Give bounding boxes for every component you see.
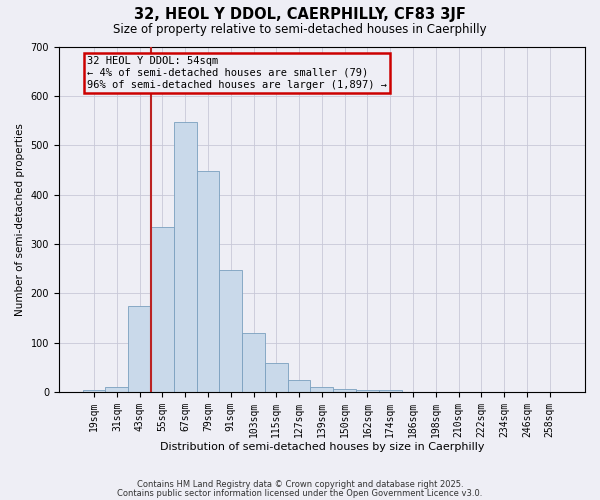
Bar (197, 172, 220, 392)
Bar (310, 387, 333, 392)
Bar (288, 380, 310, 392)
Text: Contains public sector information licensed under the Open Government Licence v3: Contains public sector information licen… (118, 488, 482, 498)
Bar (83, 390, 106, 392)
X-axis label: Distribution of semi-detached houses by size in Caerphilly: Distribution of semi-detached houses by … (160, 442, 484, 452)
Bar (379, 390, 401, 392)
Text: 32 HEOL Y DDOL: 54sqm
← 4% of semi-detached houses are smaller (79)
96% of semi-: 32 HEOL Y DDOL: 54sqm ← 4% of semi-detac… (87, 56, 387, 90)
Bar (106, 386, 128, 392)
Y-axis label: Number of semi-detached properties: Number of semi-detached properties (15, 123, 25, 316)
Text: Size of property relative to semi-detached houses in Caerphilly: Size of property relative to semi-detach… (113, 22, 487, 36)
Bar (356, 390, 379, 392)
Bar (333, 388, 356, 392)
Bar (128, 306, 151, 392)
Bar (220, 270, 242, 392)
Text: Contains HM Land Registry data © Crown copyright and database right 2025.: Contains HM Land Registry data © Crown c… (137, 480, 463, 489)
Text: 32, HEOL Y DDOL, CAERPHILLY, CF83 3JF: 32, HEOL Y DDOL, CAERPHILLY, CF83 3JF (134, 8, 466, 22)
Bar (242, 332, 265, 392)
Bar (151, 226, 174, 392)
Bar (174, 122, 197, 392)
Bar (265, 364, 288, 392)
